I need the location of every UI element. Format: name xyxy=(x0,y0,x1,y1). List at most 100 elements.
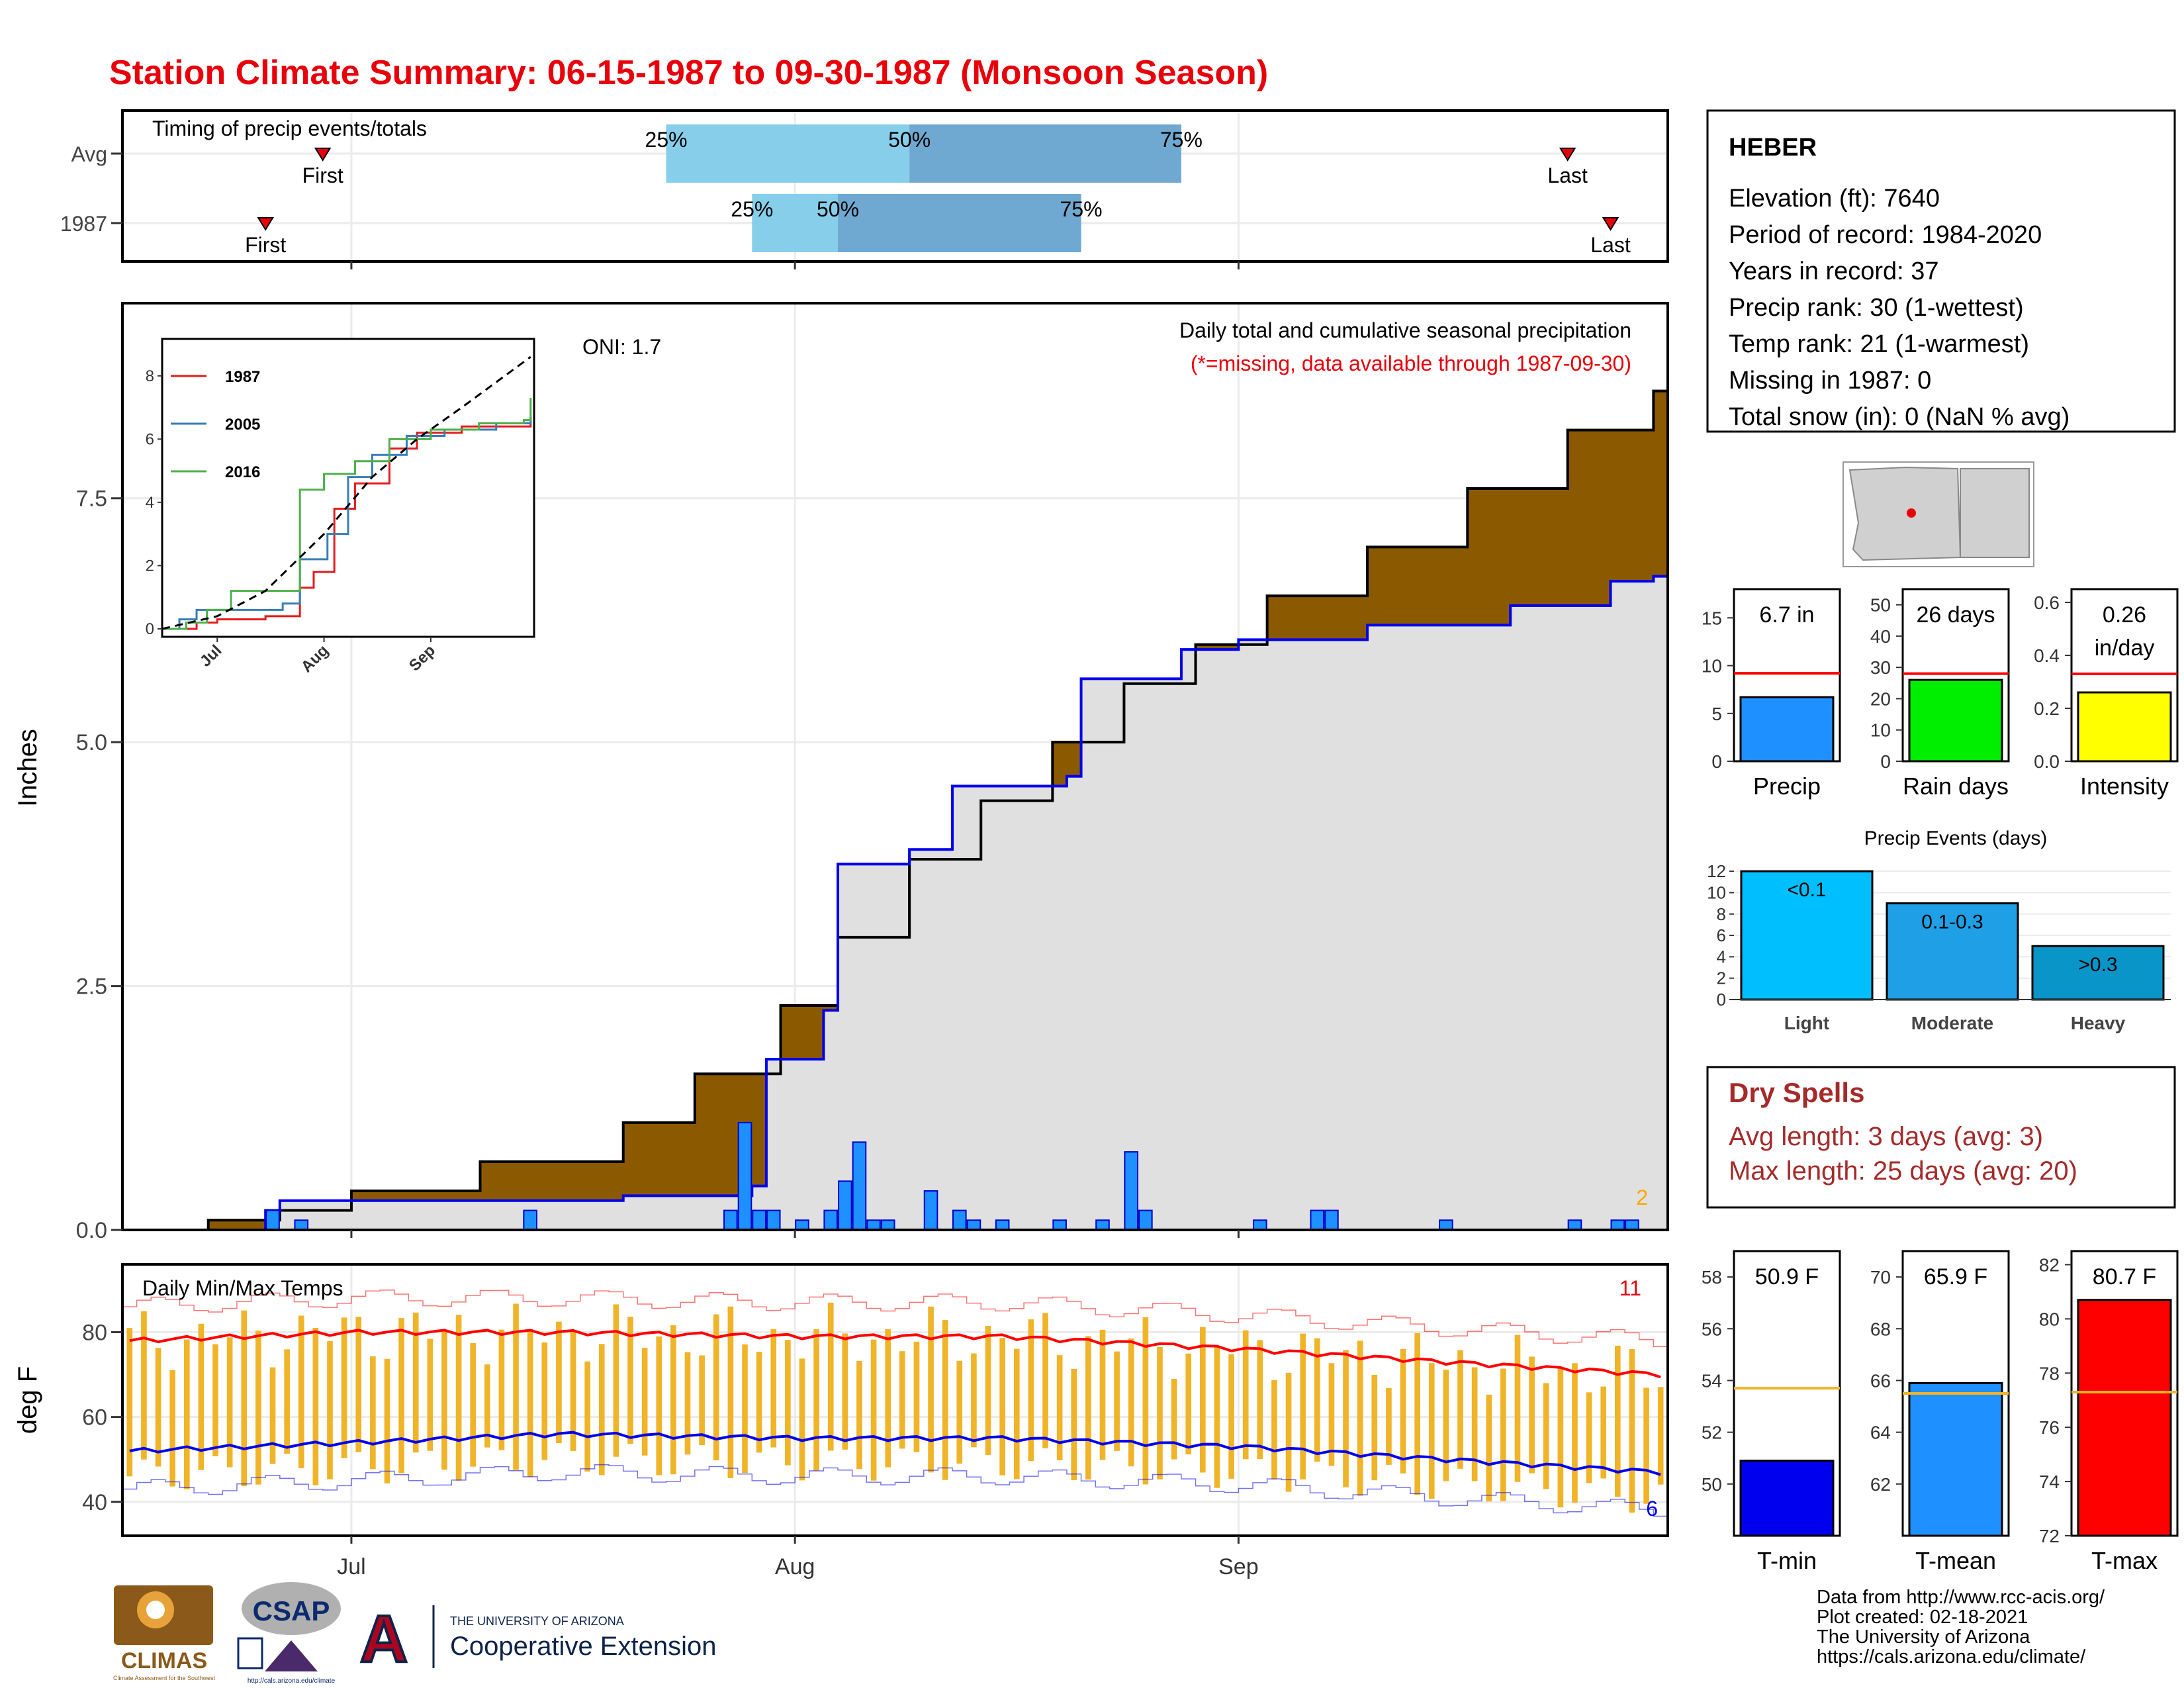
first-label: First xyxy=(302,164,343,187)
inset-y-tick-label: 8 xyxy=(146,367,154,385)
daily-temp-bar xyxy=(956,1360,963,1464)
y-tick-label: 12 xyxy=(1707,861,1726,881)
daily-temp-bar xyxy=(269,1367,276,1464)
daily-temp-bar xyxy=(541,1342,548,1460)
daily-temp-bar xyxy=(713,1314,719,1461)
y-tick-label: 70 xyxy=(1870,1267,1891,1288)
y-tick-label: 66 xyxy=(1870,1370,1891,1391)
temp-panel-title: Daily Min/Max Temps xyxy=(142,1276,343,1300)
daily-temp-bar xyxy=(656,1336,662,1476)
temp-hot-count: 11 xyxy=(1619,1276,1641,1300)
daily-temp-bar xyxy=(198,1323,205,1470)
summary-value-label: 65.9 F xyxy=(1924,1264,1987,1289)
daily-temp-bar xyxy=(1013,1348,1020,1479)
daily-temp-bar xyxy=(370,1356,376,1470)
svg-text:CLIMAS: CLIMAS xyxy=(121,1648,207,1673)
svg-text:Climate Assessment for the Sou: Climate Assessment for the Southwest xyxy=(113,1675,216,1681)
y-tick-label: 54 xyxy=(1702,1370,1722,1391)
daily-precip-bar xyxy=(1567,1219,1582,1231)
y-tick-label: 0.6 xyxy=(2034,592,2060,613)
temp-y-label: deg F xyxy=(13,1366,42,1434)
q75-label: 75% xyxy=(1060,197,1103,221)
station-info-line: Years in record: 37 xyxy=(1729,258,1939,285)
daily-temp-bar xyxy=(284,1349,290,1454)
daily-temp-bar xyxy=(971,1353,977,1448)
daily-temp-bar xyxy=(1157,1346,1163,1479)
daily-temp-bar xyxy=(699,1355,705,1446)
daily-temp-bar xyxy=(613,1304,619,1457)
daily-temp-bar xyxy=(1085,1336,1091,1480)
daily-temp-bar xyxy=(327,1341,333,1479)
daily-temp-bar xyxy=(1414,1333,1420,1495)
precip-events-title: Precip Events (days) xyxy=(1864,827,2048,849)
first-label: First xyxy=(245,233,286,257)
daily-temp-bar xyxy=(1443,1370,1449,1481)
y-tick-label: 0 xyxy=(1711,751,1722,772)
y-tick-label: 0.0 xyxy=(2034,751,2060,772)
y-tick-label: 5.0 xyxy=(76,730,107,755)
daily-temp-bar xyxy=(1471,1367,1478,1481)
daily-precip-bar xyxy=(1095,1219,1110,1231)
daily-precip-bar xyxy=(923,1190,938,1231)
summary-bar-t-mean xyxy=(1908,1382,2003,1537)
daily-temp-bar xyxy=(1557,1367,1564,1508)
y-tick-label: 2 xyxy=(1717,968,1726,988)
daily-temp-bar xyxy=(441,1331,447,1470)
summary-bar-rain-days xyxy=(1908,679,2003,763)
precip-panel: 0.0 2.5 5.0 7.5 Inches Daily total and cumu… xyxy=(13,302,1669,1243)
daily-temp-bar xyxy=(985,1325,991,1455)
y-tick-label: 15 xyxy=(1702,608,1722,628)
daily-temp-bar xyxy=(785,1340,791,1466)
daily-temp-bar xyxy=(226,1337,233,1468)
event-category-label: Moderate xyxy=(1911,1013,1993,1033)
y-tick-label: 78 xyxy=(2039,1363,2060,1383)
daily-temp-bar xyxy=(1400,1348,1406,1474)
station-info-line: Period of record: 1984-2020 xyxy=(1729,221,2042,249)
daily-temp-bar xyxy=(1200,1327,1206,1473)
y-tick-label: 8 xyxy=(1717,904,1726,924)
station-info-line: Missing in 1987: 0 xyxy=(1729,367,1931,395)
y-tick-label: 58 xyxy=(1702,1267,1722,1288)
daily-temp-bar xyxy=(1328,1363,1335,1466)
daily-precip-bar xyxy=(1253,1219,1267,1231)
daily-temp-bar xyxy=(1428,1363,1435,1499)
timing-row-label: Avg xyxy=(71,142,107,166)
y-tick-label: 20 xyxy=(1870,688,1891,709)
daily-precip-bar xyxy=(1324,1209,1339,1231)
daily-temp-bar xyxy=(484,1364,490,1448)
daily-temp-bar xyxy=(1615,1345,1621,1497)
y-tick-label: 4 xyxy=(1717,947,1726,966)
daily-temp-bar xyxy=(1257,1340,1263,1460)
daily-temp-bar xyxy=(1457,1350,1463,1469)
last-label: Last xyxy=(1590,233,1631,257)
cumulative-1987-line xyxy=(122,575,1668,1231)
station-info-line: Temp rank: 21 (1-warmest) xyxy=(1729,330,2029,358)
summary-value-unit: in/day xyxy=(2095,635,2155,661)
station-info-line: Elevation (ft): 7640 xyxy=(1729,185,1940,212)
cumulative-1987-area xyxy=(122,576,1668,1230)
daily-precip-bar xyxy=(866,1219,881,1231)
daily-temp-bar xyxy=(1486,1394,1492,1502)
summary-value-label: 26 days xyxy=(1916,602,1995,628)
y-tick-label: 80 xyxy=(2039,1309,2060,1329)
daily-precip-bar xyxy=(880,1219,895,1231)
y-tick-label: 50 xyxy=(1702,1474,1722,1495)
daily-precip-bar xyxy=(766,1209,781,1231)
station-info-line: Total snow (in): 0 (NaN % avg) xyxy=(1729,403,2070,431)
daily-temp-bar xyxy=(928,1306,934,1473)
page-title: Station Climate Summary: 06-15-1987 to 0… xyxy=(109,54,1268,92)
x-tick-label: Sep xyxy=(1218,1554,1259,1579)
daily-temp-bar xyxy=(1028,1319,1034,1462)
y-tick-label: 7.5 xyxy=(76,487,107,512)
credit-line: Plot created: 02-18-2021 xyxy=(1817,1607,2028,1628)
daily-precip-bar xyxy=(838,1180,852,1231)
daily-temp-bar xyxy=(799,1358,805,1481)
summary-bar-precip xyxy=(1739,696,1835,763)
last-marker xyxy=(1602,217,1619,231)
y-tick-label: 82 xyxy=(2039,1254,2060,1275)
dry-spells-box: Dry Spells Avg length: 3 days (avg: 3) M… xyxy=(1706,1066,2176,1209)
daily-temp-bar xyxy=(1300,1333,1306,1479)
y-tick-label: 0 xyxy=(1717,990,1726,1009)
station-location-dot xyxy=(1907,508,1916,518)
